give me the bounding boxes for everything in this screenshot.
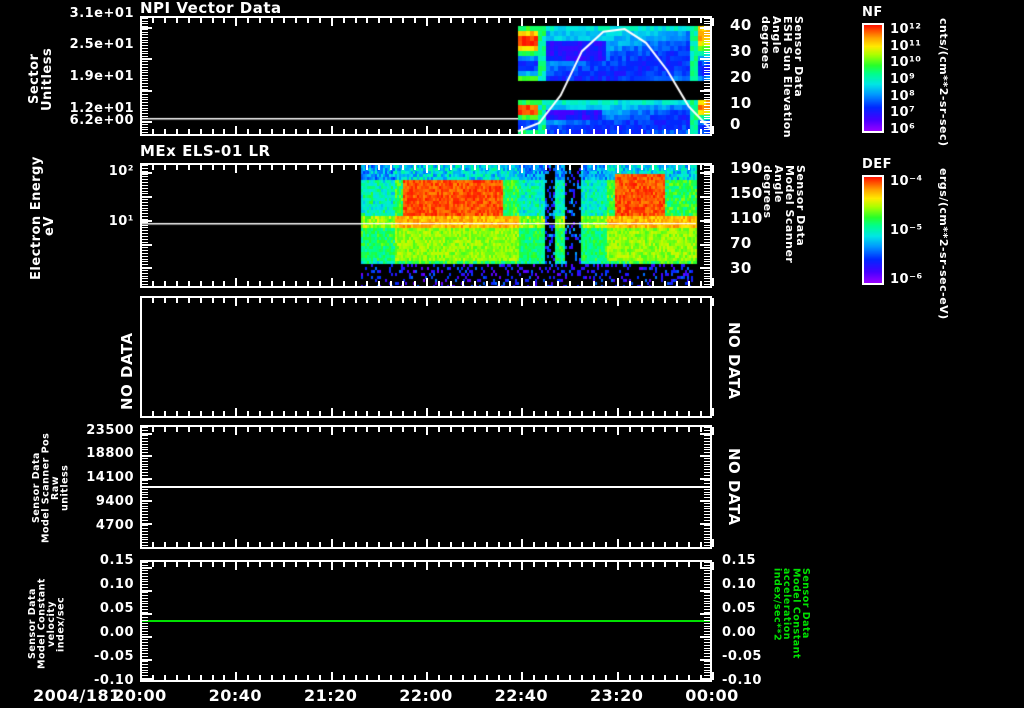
tick-mark — [712, 427, 714, 435]
nf-colorbar-gradient — [864, 25, 882, 131]
nf-colorbar-ticklabel: 10⁶ — [890, 122, 916, 137]
def-colorbar-name: DEF — [862, 157, 893, 172]
panel-2-right-y-ticklabel: 70 — [730, 234, 752, 252]
x-ticklabel: 20:00 — [113, 686, 167, 705]
x-ticklabel: 20:40 — [208, 686, 263, 705]
panel-4-plot-area[interactable] — [140, 425, 712, 549]
nf-colorbar[interactable] — [862, 23, 884, 133]
panel-4-y-ticklabel: 23500 — [86, 423, 134, 438]
def-colorbar-units: ergs/(cm**2-sr-sec-eV) — [937, 168, 950, 320]
panel-2-right-y-ticklabel: 30 — [730, 259, 752, 277]
x-ticklabel: 00:00 — [685, 686, 739, 705]
panel-2-y-ticklabel: 10¹ — [108, 214, 134, 229]
panel-1-y-ticklabel: 2.5e+01 — [69, 37, 134, 52]
nf-colorbar-units: cnts/(cm**2-sr-sec) — [937, 18, 950, 147]
nf-colorbar-ticklabel: 10¹² — [890, 22, 922, 37]
panel-4-right-nodata-label: NO DATA — [725, 448, 743, 526]
tick-mark — [712, 672, 714, 680]
panel-1-y-ticklabel: 1.2e+01 — [69, 101, 134, 116]
panel-1-right-label: Sensor Data ESH Sun Elevation Angle degr… — [759, 16, 805, 139]
panel-1-right-y-ticklabel: 20 — [730, 68, 752, 86]
panel-2-right-y-ticklabel: 150 — [730, 184, 763, 202]
panel-5-right-y-ticklabel: 0.15 — [722, 553, 757, 568]
panel-2-right-y-ticklabel: 110 — [730, 209, 763, 227]
panel-4-y-ticklabel: 9400 — [95, 494, 134, 509]
panel-5-y-ticklabel: 0.10 — [99, 577, 134, 592]
def-colorbar-ticklabel: 10⁻⁵ — [890, 223, 923, 238]
tick-mark — [712, 562, 714, 570]
tick-mark — [712, 408, 714, 416]
def-colorbar-ticklabel: 10⁻⁶ — [890, 272, 923, 287]
xaxis-date-label: 2004/181 — [33, 686, 121, 705]
tick-mark — [712, 539, 714, 547]
x-ticklabel: 21:20 — [303, 686, 358, 705]
x-ticklabel: 22:40 — [494, 686, 549, 705]
panel-3-plot-area[interactable] — [140, 296, 712, 418]
panel-5-right-label: Sensor Data Model Constant acceleration … — [771, 568, 812, 659]
panel-5-y-ticklabel: 0.15 — [99, 553, 134, 568]
panel-3-left-nodata-label: NO DATA — [118, 332, 136, 410]
nf-colorbar-ticklabel: 10¹⁰ — [890, 55, 922, 71]
panel-2-plot-area[interactable] — [140, 163, 712, 288]
tick-mark — [712, 18, 714, 26]
panel-5-right-y-ticklabel: 0.10 — [722, 577, 757, 592]
panel-1-title: NPI Vector Data — [140, 0, 282, 17]
panel-1-right-y-ticklabel: 0 — [730, 115, 741, 133]
panel-2-spectrogram — [142, 165, 710, 286]
panel-1-plot-area[interactable] — [140, 16, 712, 136]
panel-1-right-y-ticklabel: 10 — [730, 94, 752, 112]
nf-colorbar-ticklabel: 10⁹ — [890, 72, 916, 87]
panel-1-y-ticklabel: 3.1e+01 — [69, 6, 134, 21]
panel-5-y-ticklabel: -0.10 — [94, 673, 134, 688]
panel-5-y-ticklabel: 0.00 — [99, 625, 134, 640]
nf-colorbar-ticklabel: 10¹¹ — [890, 38, 922, 54]
nf-colorbar-ticklabel: 10⁸ — [890, 88, 916, 104]
panel-2-right-label: Sensor Data Model Scanner Angle degrees — [761, 165, 807, 264]
panel-4-y-ticklabel: 4700 — [95, 518, 134, 533]
panel-2-title: MEx ELS-01 LR — [140, 142, 271, 160]
panel-1-y-ticklabel: 6.2e+00 — [69, 113, 134, 128]
panel-2-y-ticklabel: 10² — [108, 164, 134, 179]
def-colorbar-gradient — [864, 177, 882, 283]
panel-5-right-y-ticklabel: 0.00 — [722, 625, 757, 640]
panel-4-y-ticklabel: 14100 — [86, 470, 134, 485]
panel-4-y-ticklabel: 18800 — [86, 446, 134, 461]
tick-mark — [712, 278, 714, 286]
panel-5-right-y-ticklabel: 0.05 — [722, 601, 757, 616]
panel-5-right-y-ticklabel: -0.05 — [722, 649, 762, 664]
panel-5-y-ticklabel: -0.05 — [94, 649, 134, 664]
nf-colorbar-name: NF — [862, 5, 883, 20]
panel-3-right-nodata-label: NO DATA — [725, 322, 743, 400]
def-colorbar-ticklabel: 10⁻⁴ — [890, 174, 923, 189]
panel-5-plot-area[interactable] — [140, 560, 712, 682]
x-ticklabel: 22:00 — [399, 686, 453, 705]
x-ticklabel: 23:20 — [589, 686, 644, 705]
def-colorbar[interactable] — [862, 175, 884, 285]
panel-5-right-y-ticklabel: -0.10 — [722, 673, 762, 688]
panel-1-y-ticklabel: 1.9e+01 — [69, 69, 134, 84]
panel-4-data-line — [142, 486, 710, 488]
panel-1-spectrogram — [142, 18, 710, 134]
tick-mark — [712, 126, 714, 134]
nf-colorbar-ticklabel: 10⁷ — [890, 105, 916, 121]
panel-5-data-line — [142, 620, 710, 622]
panel-1-right-y-ticklabel: 40 — [730, 16, 752, 34]
panel-5-y-ticklabel: 0.05 — [99, 601, 134, 616]
panel-1-right-y-ticklabel: 30 — [730, 42, 752, 60]
panel-2-right-y-ticklabel: 190 — [730, 159, 763, 177]
tick-mark — [712, 165, 714, 173]
tick-mark — [712, 298, 714, 306]
